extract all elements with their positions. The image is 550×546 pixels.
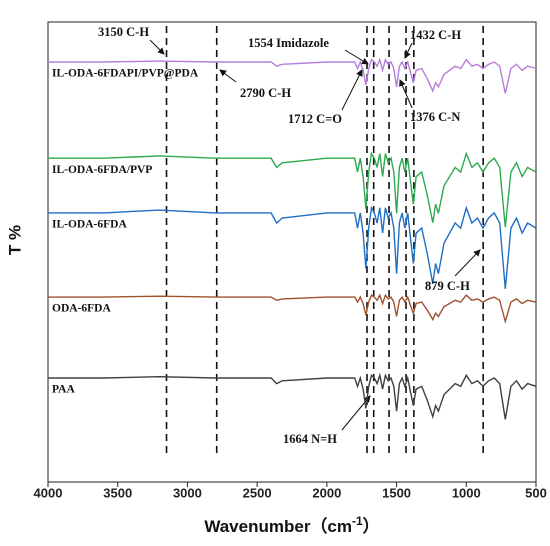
series-label: ODA-6FDA [52,303,111,315]
annotation: 1664 N=H [283,432,337,446]
x-label-sup: -1 [352,514,363,528]
x-axis-label: Wavenumber（cm-1） [204,514,379,536]
series-label: IL-ODA-6FDA/PVP [52,164,152,176]
annotation: 1712 C=O [288,112,342,126]
x-tick-label: 4000 [34,485,63,500]
annotation: 1432 C-H [410,28,461,42]
y-axis-label: T % [5,225,24,255]
spectrum-line [48,205,537,289]
x-tick-label: 2500 [243,485,272,500]
x-tick-label: 3500 [103,485,132,500]
series-label: PAA [52,384,75,396]
annotation: 1554 Imidazole [248,36,329,50]
spectrum-line [48,151,537,228]
spectrum-line [48,293,537,325]
x-tick-label: 500 [525,485,547,500]
annotation: 879 C-H [425,279,470,293]
x-tick-label: 1500 [382,485,411,500]
plot-frame [47,21,537,483]
x-label-main: Wavenumber（cm [204,516,352,536]
spectrum-line [48,57,537,94]
x-tick-label: 1000 [452,485,481,500]
annotation: 3150 C-H [98,25,149,39]
annotation: 1376 C-N [410,110,460,124]
annotation-arrows [149,39,481,431]
x-tick-label: 3000 [173,485,202,500]
series-label: IL-ODA-6FDAPI/PVP@PDA [52,68,199,80]
annotation: 2790 C-H [240,86,291,100]
spectrum-line [48,372,537,420]
x-tick-label: 2000 [312,485,341,500]
series-label: IL-ODA-6FDA [52,219,127,231]
x-label-end: ） [363,516,380,536]
